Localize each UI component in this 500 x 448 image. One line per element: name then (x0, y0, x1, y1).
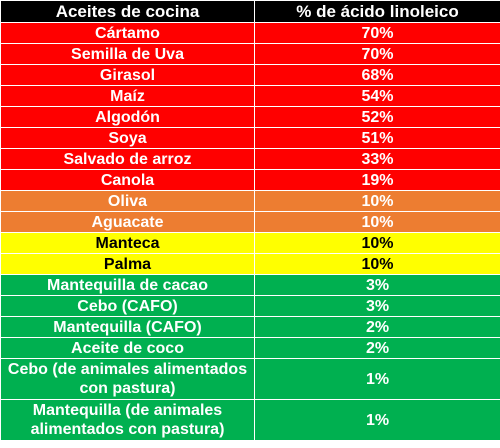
oil-name: Manteca (0, 232, 255, 254)
oil-name: Oliva (0, 190, 255, 212)
header-oil-name: Aceites de cocina (0, 0, 255, 23)
oil-name: Canola (0, 169, 255, 191)
table-row: Mantequilla (CAFO) 2% (0, 316, 500, 338)
table-row: Aceite de coco 2% (0, 337, 500, 359)
table-row: Girasol 68% (0, 64, 500, 86)
oil-name: Maíz (0, 85, 255, 107)
linoleic-value: 33% (254, 148, 500, 170)
oil-name: Mantequilla (CAFO) (0, 316, 255, 338)
table-row: Algodón 52% (0, 106, 500, 128)
linoleic-value: 52% (254, 106, 500, 128)
table-row: Canola 19% (0, 169, 500, 191)
table-row: Maíz 54% (0, 85, 500, 107)
oil-name: Cebo (CAFO) (0, 295, 255, 317)
table-row: Soya 51% (0, 127, 500, 149)
table-row: Cártamo 70% (0, 22, 500, 44)
oil-name: Semilla de Uva (0, 43, 255, 65)
oil-name: Cebo (de animales alimentados con pastur… (0, 358, 255, 400)
linoleic-value: 70% (254, 22, 500, 44)
linoleic-value: 10% (254, 211, 500, 233)
oil-name: Mantequilla de cacao (0, 274, 255, 296)
table-row: Cebo (CAFO) 3% (0, 295, 500, 317)
linoleic-value: 51% (254, 127, 500, 149)
oil-name: Cártamo (0, 22, 255, 44)
linoleic-value: 1% (254, 399, 500, 441)
oil-name: Aguacate (0, 211, 255, 233)
linoleic-value: 54% (254, 85, 500, 107)
header-linoleic-percent: % de ácido linoleico (254, 0, 500, 23)
table-row: Mantequilla (de animales alimentados con… (0, 399, 500, 441)
oil-name: Girasol (0, 64, 255, 86)
table-row: Palma 10% (0, 253, 500, 275)
oil-name: Salvado de arroz (0, 148, 255, 170)
table-row: Manteca 10% (0, 232, 500, 254)
linoleic-value: 68% (254, 64, 500, 86)
oil-name: Algodón (0, 106, 255, 128)
linoleic-value: 2% (254, 337, 500, 359)
table-row: Semilla de Uva 70% (0, 43, 500, 65)
table-header-row: Aceites de cocina % de ácido linoleico (0, 0, 500, 23)
linoleic-value: 3% (254, 274, 500, 296)
linoleic-value: 1% (254, 358, 500, 400)
table-row: Cebo (de animales alimentados con pastur… (0, 358, 500, 400)
table-body: Cártamo 70% Semilla de Uva 70% Girasol 68% … (0, 22, 500, 441)
linoleic-value: 2% (254, 316, 500, 338)
linoleic-value: 19% (254, 169, 500, 191)
table-row: Aguacate 10% (0, 211, 500, 233)
linoleic-value: 10% (254, 253, 500, 275)
linoleic-value: 3% (254, 295, 500, 317)
linoleic-value: 10% (254, 190, 500, 212)
oil-name: Palma (0, 253, 255, 275)
linoleic-value: 70% (254, 43, 500, 65)
oil-name: Aceite de coco (0, 337, 255, 359)
oil-name: Mantequilla (de animales alimentados con… (0, 399, 255, 441)
table-row: Oliva 10% (0, 190, 500, 212)
oil-name: Soya (0, 127, 255, 149)
linoleic-value: 10% (254, 232, 500, 254)
table-row: Salvado de arroz 33% (0, 148, 500, 170)
table-row: Mantequilla de cacao 3% (0, 274, 500, 296)
